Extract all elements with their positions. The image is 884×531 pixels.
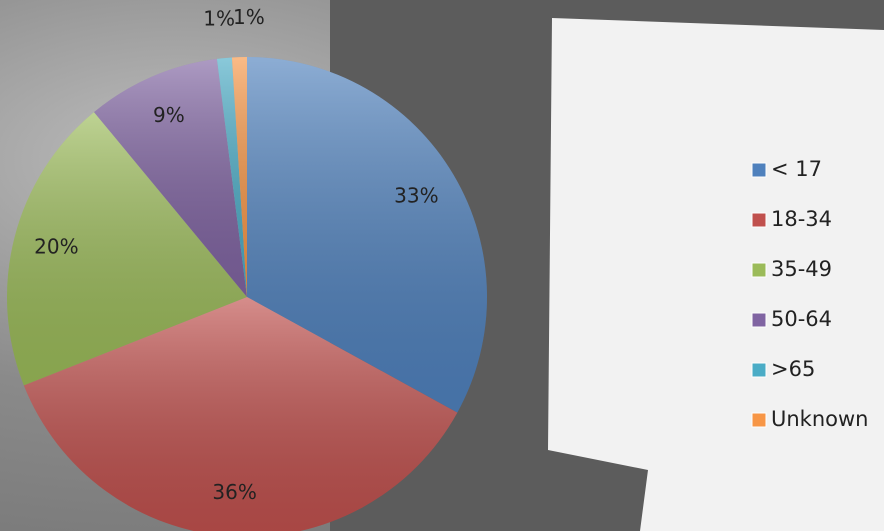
legend-swatch [752, 213, 766, 227]
data-label: 36% [212, 480, 256, 504]
legend-label: 50-64 [771, 307, 832, 331]
legend-swatch [752, 313, 766, 327]
data-label: 20% [34, 235, 78, 259]
legend-label: 18-34 [771, 207, 832, 231]
chart: 33% 36% 20% 9% 1%1% < 17 18-34 35-49 50-64 >65 Un… [0, 0, 884, 531]
legend-label: >65 [771, 357, 815, 381]
data-label: 9% [153, 103, 185, 127]
legend-swatch [752, 363, 766, 377]
legend-swatch [752, 263, 766, 277]
legend-label: < 17 [771, 157, 822, 181]
data-label: 33% [394, 183, 438, 207]
photo-sign [548, 18, 884, 531]
legend-label: Unknown [771, 407, 868, 431]
legend-swatch [752, 163, 766, 177]
legend-swatch [752, 413, 766, 427]
screen: 33% 36% 20% 9% 1%1% < 17 18-34 35-49 50-64 >65 Un… [0, 0, 884, 531]
data-label: 1% [233, 5, 265, 29]
data-label: 1% [203, 6, 235, 30]
legend-label: 35-49 [771, 257, 832, 281]
